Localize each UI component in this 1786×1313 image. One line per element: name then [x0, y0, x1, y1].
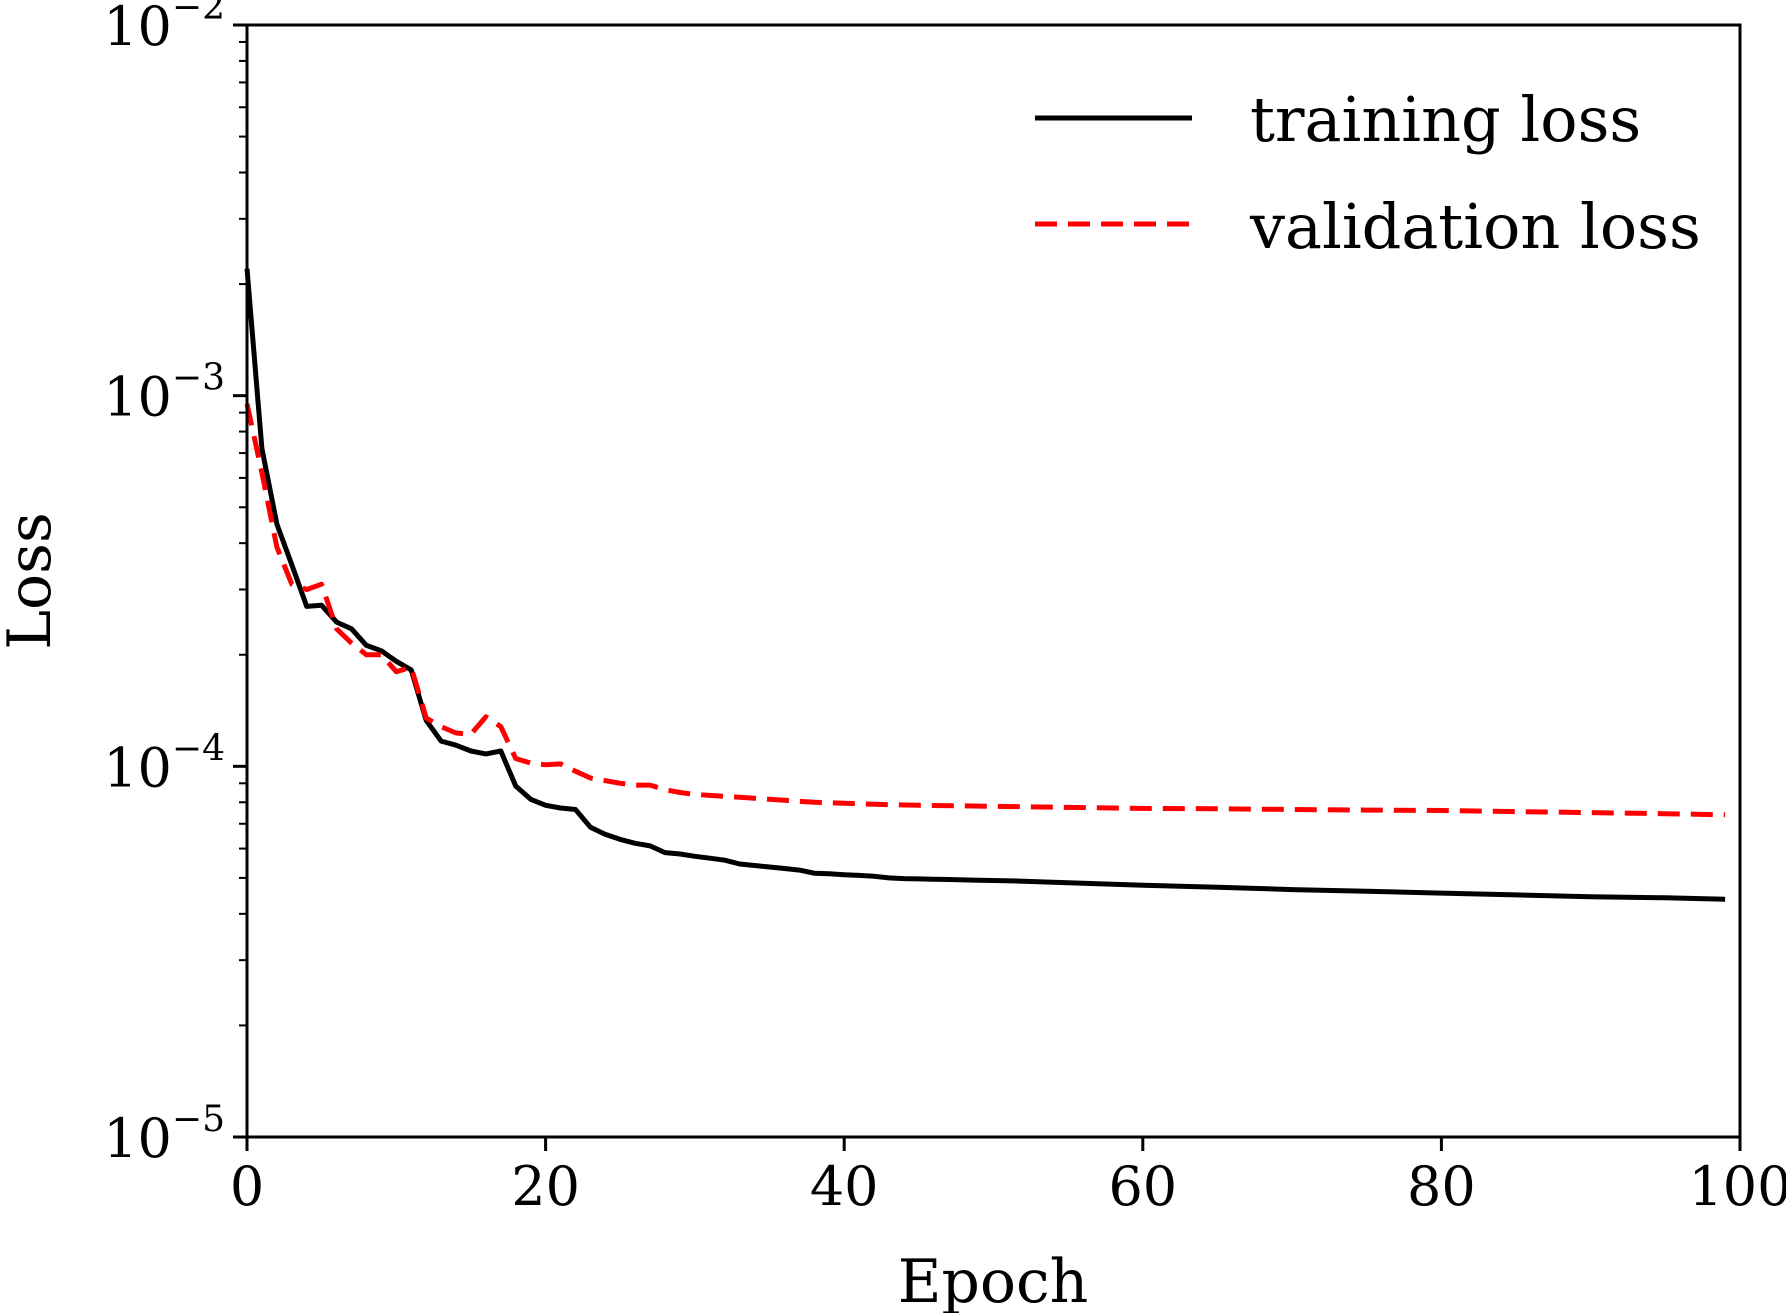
legend-label-validation-loss: validation loss [1249, 190, 1701, 263]
x-tick-label: 100 [1688, 1155, 1786, 1218]
legend: training loss validation loss [1035, 83, 1701, 263]
y-axis-label: Loss [0, 512, 65, 650]
y-tick-label: 10−5 [103, 1099, 225, 1170]
y-tick-label: 10−2 [103, 0, 225, 58]
y-tick-exponent: −5 [172, 1099, 225, 1140]
x-tick-label: 0 [230, 1155, 264, 1218]
series-line-validation-loss [244, 403, 1726, 818]
y-tick-label: 10−3 [103, 358, 225, 429]
x-tick-label: 80 [1407, 1155, 1476, 1218]
y-tick-exponent: −2 [172, 0, 225, 28]
y-tick-base: 10 [103, 0, 172, 58]
series-line-training-loss [244, 268, 1726, 902]
y-tick-exponent: −4 [172, 728, 225, 769]
plot-frame [245, 23, 1742, 1139]
y-tick-exponent: −3 [172, 358, 225, 399]
y-tick-label: 10−4 [103, 728, 225, 799]
x-axis-label: Epoch [898, 1247, 1089, 1313]
legend-label-training-loss: training loss [1250, 83, 1641, 156]
x-tick-label: 40 [810, 1155, 879, 1218]
y-tick-base: 10 [103, 366, 172, 429]
y-tick-base: 10 [103, 736, 172, 799]
x-tick-label: 20 [511, 1155, 580, 1218]
series-lines [244, 268, 1726, 902]
y-tick-base: 10 [103, 1107, 172, 1170]
x-tick-label: 60 [1108, 1155, 1177, 1218]
